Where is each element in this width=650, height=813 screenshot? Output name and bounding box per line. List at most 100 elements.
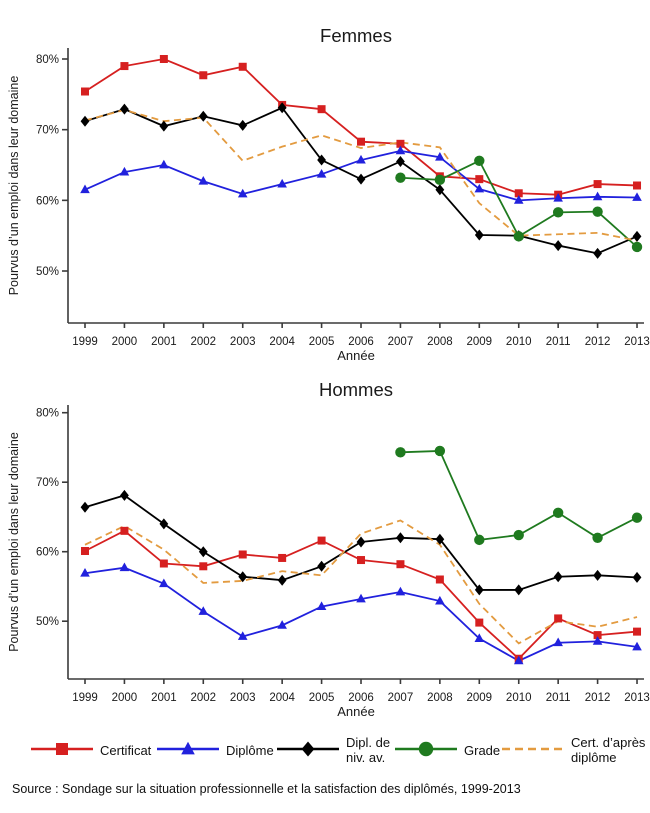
square-marker: [554, 614, 563, 623]
hommes-chart: Hommes Pourvus d’un emploi dans leur dom…: [7, 379, 650, 719]
square-marker: [475, 618, 484, 627]
x-tick-label: 2006: [348, 692, 374, 704]
x-tick-label: 2011: [546, 336, 571, 348]
circle-marker: [592, 532, 603, 543]
x-tick-label: 2007: [388, 692, 414, 704]
circle-marker: [513, 529, 524, 541]
x-axis-label-hommes: Année: [337, 704, 375, 719]
x-tick-label: 2001: [151, 336, 177, 348]
legend-label: Cert. d’après diplôme: [571, 735, 646, 765]
y-tick-label: 50%: [36, 266, 59, 278]
x-axis-label-femmes: Année: [337, 348, 375, 363]
x-tick-label: 1999: [72, 692, 98, 704]
square-marker: [199, 71, 208, 80]
circle-marker: [395, 172, 406, 183]
triangle-marker: [316, 601, 327, 611]
triangle-marker: [316, 168, 327, 178]
diamond-marker: [198, 110, 208, 122]
triangle-marker: [198, 606, 209, 615]
square-marker: [633, 627, 642, 636]
legend-item-cert-apres-diplome: Cert. d’après diplôme: [501, 728, 650, 774]
square-marker: [435, 575, 444, 584]
stray-mark: ’: [628, 742, 631, 756]
legend-label: Certificat: [100, 742, 152, 758]
x-tick-label: 2003: [230, 692, 256, 704]
diamond-marker: [396, 532, 405, 544]
y-tick-label: 50%: [36, 616, 59, 628]
x-tick-label: 2012: [585, 336, 611, 348]
triangle-marker: [119, 166, 130, 176]
circle-marker: [513, 231, 524, 242]
circle-marker: [592, 206, 603, 217]
triangle-marker: [80, 184, 90, 194]
x-tick-label: 2006: [348, 336, 374, 348]
legend-label: Grade: [464, 742, 501, 758]
chart-title-femmes: Femmes: [320, 25, 392, 46]
diamond-marker: [474, 229, 484, 241]
square-marker: [120, 62, 129, 71]
square-marker: [633, 181, 642, 190]
source-note: Source : Sondage sur la situation profes…: [12, 782, 521, 796]
triangle-marker: [513, 195, 524, 204]
diamond-marker: [277, 574, 287, 586]
triangle-marker: [181, 741, 195, 754]
triangle-marker: [80, 568, 90, 577]
square-marker: [593, 180, 602, 189]
square-marker: [396, 139, 405, 148]
triangle-marker: [474, 633, 485, 642]
cert-apres-diplome-dashed-line-icon: [501, 737, 565, 766]
circle-marker: [434, 174, 446, 186]
hommes-plot-area: 50% 60% 70% 80% 1999 2000 2001 2002 2003 2004 2005…: [36, 405, 650, 704]
legend-label: Diplôme: [226, 742, 274, 758]
diamond-marker: [317, 560, 326, 572]
square-marker: [199, 562, 208, 571]
circle-marker: [631, 512, 643, 523]
x-tick-label: 2002: [190, 336, 216, 348]
x-tick-label: 2013: [624, 692, 650, 704]
legend-item-diplome: Diplôme: [156, 728, 274, 774]
circle-marker: [395, 447, 406, 458]
x-tick-label: 2001: [151, 692, 177, 704]
diamond-marker: [553, 571, 563, 583]
diamond-marker: [356, 536, 366, 548]
square-marker: [593, 631, 602, 640]
triangle-marker: [632, 192, 642, 201]
series-line-grade: [400, 450, 638, 541]
circle-marker: [552, 507, 564, 518]
x-tick-label: 2009: [467, 692, 493, 704]
square-marker: [357, 137, 366, 146]
diamond-marker: [317, 154, 326, 166]
x-tick-label: 2002: [190, 692, 216, 704]
square-marker: [238, 550, 247, 559]
triangle-marker: [119, 562, 130, 572]
y-axis-label-hommes: Pourvus d’un emploi dans leur domaine: [7, 432, 21, 652]
x-tick-label: 2004: [269, 692, 295, 704]
diamond-marker: [632, 571, 642, 583]
series-line-dipl-me: [84, 566, 638, 662]
x-tick-label: 1999: [72, 336, 98, 348]
triangle-marker: [395, 586, 406, 596]
x-tick-label: 2011: [546, 692, 571, 704]
x-tick-label: 2005: [309, 692, 335, 704]
triangle-marker: [159, 159, 169, 169]
circle-marker: [552, 207, 564, 218]
series-line-cert-d-apr-s-dipl-me: [84, 108, 638, 242]
circle-marker: [418, 741, 434, 756]
diamond-marker: [474, 584, 484, 596]
x-tick-label: 2010: [506, 692, 532, 704]
diamond-marker: [80, 501, 90, 513]
diamond-marker: [396, 155, 405, 167]
y-tick-label: 60%: [36, 547, 59, 559]
triangle-marker: [237, 188, 248, 198]
triangle-marker: [237, 631, 248, 640]
series-line-cert-d-apr-s-dipl-me: [84, 519, 638, 645]
legend-item-dipl-niv-av: Dipl. de niv. av.: [276, 728, 404, 774]
square-marker: [357, 556, 366, 565]
x-tick-label: 2000: [112, 692, 138, 704]
diamond-marker: [238, 119, 248, 131]
square-marker: [475, 175, 484, 184]
diamond-marker: [435, 533, 445, 545]
square-marker: [317, 536, 326, 545]
triangle-marker: [592, 636, 603, 645]
